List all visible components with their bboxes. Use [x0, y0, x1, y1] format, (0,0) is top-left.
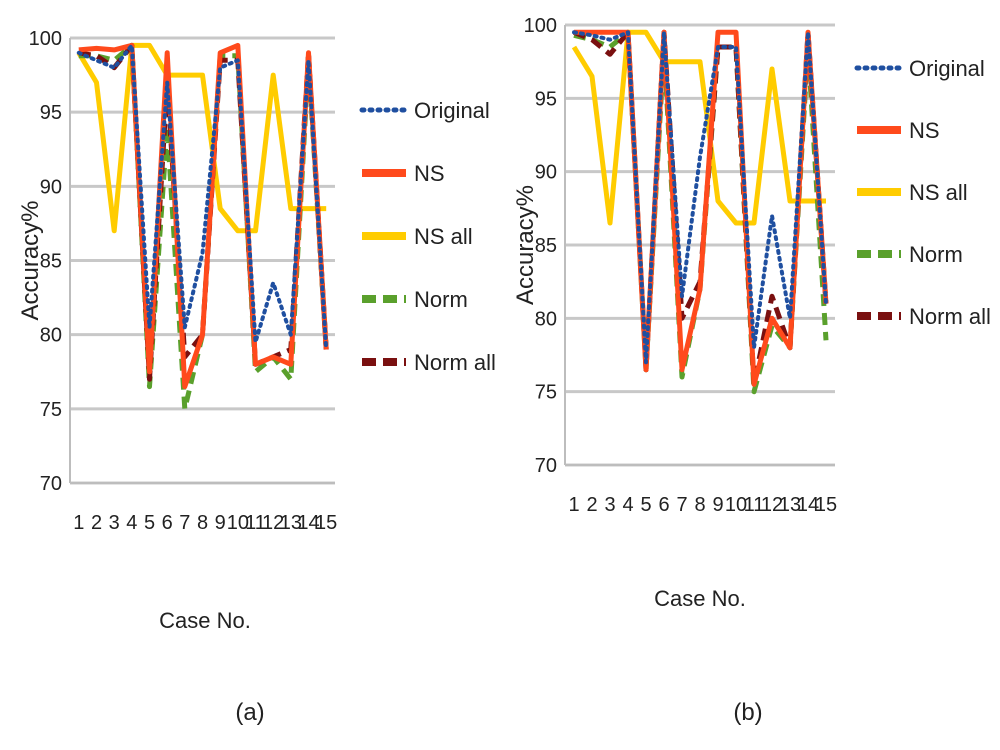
y-tick-label: 70	[40, 473, 62, 495]
y-tick-label: 95	[40, 102, 62, 124]
x-tick-label: 4	[622, 494, 633, 516]
x-tick-label: 1	[73, 512, 84, 534]
x-tick-label: 12	[761, 494, 783, 516]
x-tick-label: 7	[179, 512, 190, 534]
y-tick-label: 75	[535, 382, 557, 404]
legend-label: NS all	[909, 180, 968, 205]
x-tick-label: 7	[676, 494, 687, 516]
x-tick-label: 10	[227, 512, 249, 534]
x-tick-label: 3	[109, 512, 120, 534]
legend-label: Norm all	[414, 350, 496, 375]
series-line-ns-all	[76, 42, 327, 234]
x-tick-label: 14	[797, 494, 819, 516]
x-tick-label: 9	[712, 494, 723, 516]
legend-label: Norm all	[909, 304, 991, 329]
legend-label: Original	[414, 98, 490, 123]
series-line-ns-all	[571, 29, 826, 226]
legend-label: NS all	[414, 224, 473, 249]
legend-label: NS	[909, 118, 940, 143]
series-line-original	[572, 30, 828, 365]
x-tick-label: 2	[586, 494, 597, 516]
y-axis-title: Accuracy%	[17, 200, 44, 320]
y-tick-label: 80	[535, 308, 557, 330]
x-tick-label: 13	[280, 512, 302, 534]
series-line-ns	[574, 29, 829, 387]
x-tick-label: 8	[694, 494, 705, 516]
x-tick-label: 5	[640, 494, 651, 516]
y-axis-title: Accuracy%	[512, 185, 539, 305]
x-tick-label: 9	[215, 512, 226, 534]
x-tick-label: 15	[315, 512, 337, 534]
series-line-original	[76, 43, 329, 352]
x-tick-label: 11	[245, 512, 266, 534]
legend-label: Original	[909, 56, 985, 81]
x-tick-label: 14	[297, 512, 319, 534]
x-tick-label: 5	[144, 512, 155, 534]
series-line-norm	[78, 42, 329, 412]
y-tick-label: 100	[29, 28, 62, 50]
y-tick-label: 100	[524, 15, 557, 37]
x-tick-label: 11	[744, 494, 765, 516]
y-tick-label: 95	[535, 88, 557, 110]
x-tick-label: 3	[604, 494, 615, 516]
x-tick-label: 6	[162, 512, 173, 534]
panel-label: (a)	[235, 699, 264, 726]
panel-label: (b)	[733, 699, 762, 726]
y-tick-label: 85	[40, 251, 62, 273]
x-tick-label: 6	[658, 494, 669, 516]
legend-label: Norm	[909, 242, 963, 267]
x-tick-label: 13	[779, 494, 801, 516]
series-line-ns	[78, 42, 329, 390]
x-axis-title: Case No.	[654, 586, 746, 611]
x-tick-label: 12	[262, 512, 284, 534]
legend-label: NS	[414, 161, 445, 186]
x-axis-title: Case No.	[159, 608, 251, 633]
y-tick-label: 80	[40, 325, 62, 347]
x-tick-label: 10	[725, 494, 747, 516]
legend-label: Norm	[414, 287, 468, 312]
y-tick-label: 90	[535, 162, 557, 184]
x-tick-label: 2	[91, 512, 102, 534]
y-tick-label: 75	[40, 399, 62, 421]
x-tick-label: 1	[568, 494, 579, 516]
y-tick-label: 90	[40, 176, 62, 198]
x-tick-label: 4	[126, 512, 137, 534]
x-tick-label: 8	[197, 512, 208, 534]
x-tick-label: 15	[815, 494, 837, 516]
y-tick-label: 70	[535, 455, 557, 477]
y-tick-label: 85	[535, 235, 557, 257]
